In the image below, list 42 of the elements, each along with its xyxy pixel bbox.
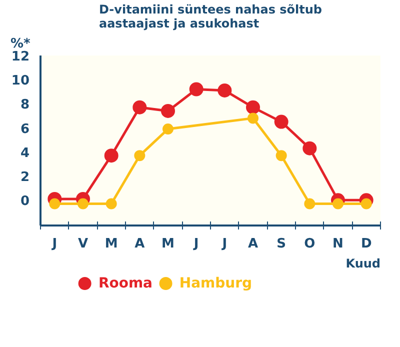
point xyxy=(132,100,147,114)
x-tick-label: J xyxy=(192,236,199,252)
y-tick-label: 2 xyxy=(20,170,30,186)
point xyxy=(189,82,204,96)
legend-label: Hamburg xyxy=(179,276,252,292)
x-tick-label: M xyxy=(162,236,174,252)
point xyxy=(302,141,317,156)
legend-label: Rooma xyxy=(98,276,153,292)
point xyxy=(218,83,232,98)
point xyxy=(332,198,344,210)
point xyxy=(246,100,260,114)
x-tick-label: M xyxy=(104,236,118,252)
point xyxy=(49,198,60,210)
x-tick-label: V xyxy=(78,236,88,252)
x-tick-label: D xyxy=(360,236,372,252)
point xyxy=(134,150,146,162)
point xyxy=(78,198,88,210)
point xyxy=(360,198,372,210)
x-tick-label: O xyxy=(304,236,316,252)
point xyxy=(162,124,174,135)
point xyxy=(106,198,117,210)
point xyxy=(161,104,175,118)
y-tick-label: 10 xyxy=(11,74,30,89)
y-tick-label: 12 xyxy=(11,50,30,64)
chart-title: D-vitamiini süntees nahas sõltub aastaajast ja asukohast xyxy=(98,2,322,30)
point xyxy=(276,150,287,162)
x-tick-label: J xyxy=(51,236,58,252)
point xyxy=(248,112,258,124)
point xyxy=(304,198,316,210)
x-tick-label: A xyxy=(134,236,145,252)
x-axis-title: Kuud xyxy=(346,256,380,270)
y-axis-title: %* xyxy=(10,36,31,52)
x-tick-label: S xyxy=(276,236,286,252)
y-tick-label: 4 xyxy=(20,146,30,161)
y-tick-label: 8 xyxy=(20,98,30,113)
x-tick-label: A xyxy=(248,236,258,252)
point xyxy=(104,148,118,163)
point xyxy=(274,114,288,129)
x-tick-label: N xyxy=(332,236,344,252)
y-tick-label: 0 xyxy=(20,194,30,210)
y-tick-label: 6 xyxy=(20,122,30,137)
x-tick-label: J xyxy=(221,236,228,252)
